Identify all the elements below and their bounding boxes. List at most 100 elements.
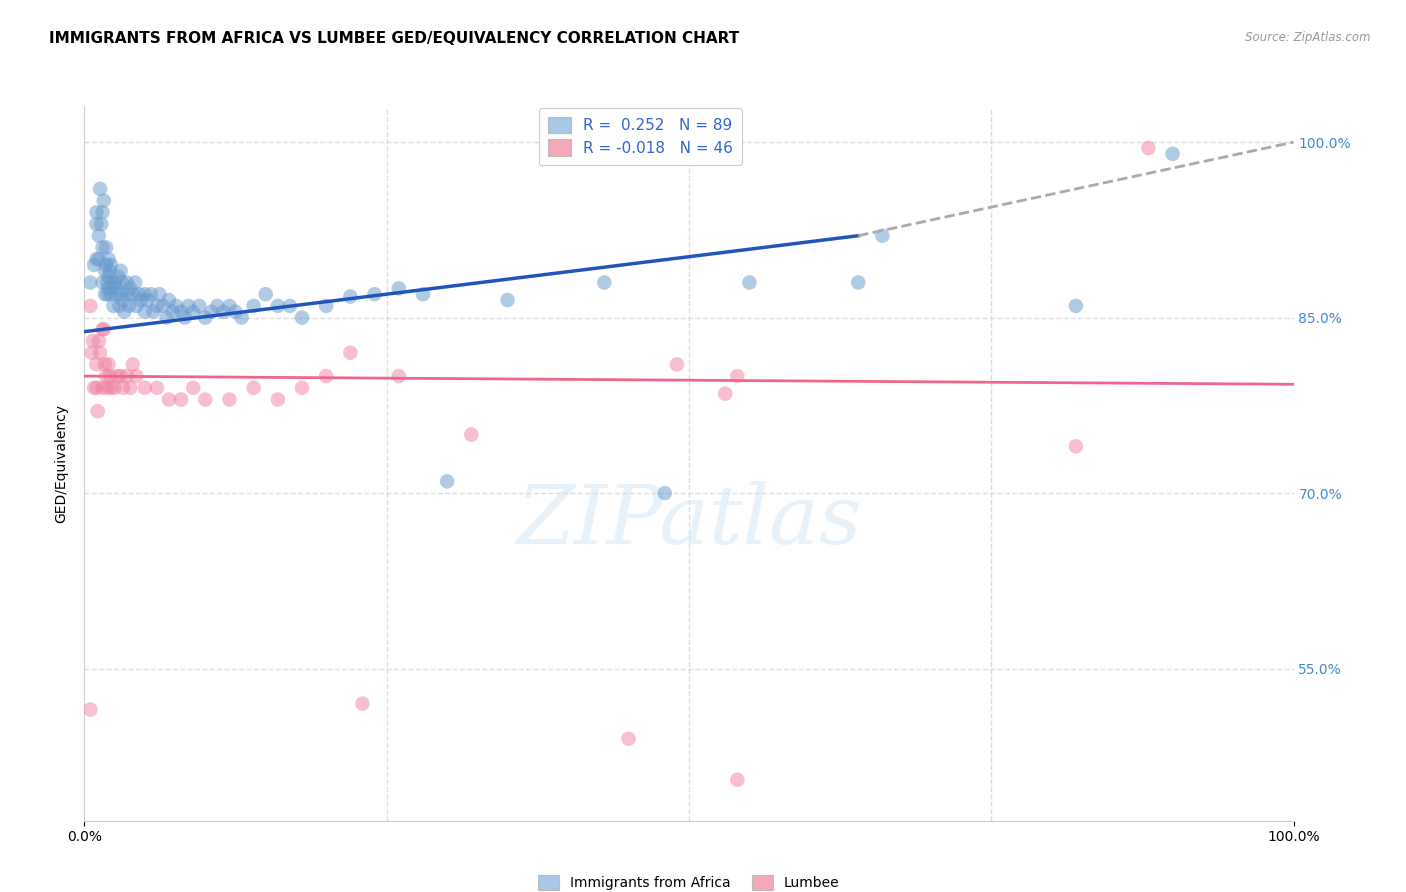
Point xyxy=(100,381,122,395)
Point xyxy=(94,240,117,254)
Point xyxy=(155,310,177,325)
Point xyxy=(460,427,482,442)
Point xyxy=(125,369,148,384)
Text: IMMIGRANTS FROM AFRICA VS LUMBEE GED/EQUIVALENCY CORRELATION CHART: IMMIGRANTS FROM AFRICA VS LUMBEE GED/EQU… xyxy=(49,31,740,46)
Point xyxy=(86,404,108,418)
Point xyxy=(94,358,117,372)
Point xyxy=(111,276,134,290)
Point xyxy=(83,258,105,272)
Point xyxy=(83,381,105,395)
Point xyxy=(96,276,118,290)
Point xyxy=(436,475,458,489)
Point xyxy=(120,281,142,295)
Point xyxy=(117,287,139,301)
Point xyxy=(339,289,361,303)
Point xyxy=(96,287,118,301)
Point xyxy=(315,369,337,384)
Point xyxy=(112,293,135,307)
Point xyxy=(363,287,385,301)
Point xyxy=(412,287,434,301)
Point xyxy=(242,381,264,395)
Point xyxy=(654,486,676,500)
Point xyxy=(134,381,156,395)
Point xyxy=(98,264,121,278)
Point xyxy=(200,305,222,319)
Point xyxy=(267,299,290,313)
Point xyxy=(112,305,135,319)
Point xyxy=(86,381,108,395)
Point xyxy=(110,264,132,278)
Point xyxy=(107,269,129,284)
Text: ZIPatlas: ZIPatlas xyxy=(516,481,862,561)
Point xyxy=(91,205,114,219)
Point xyxy=(93,322,115,336)
Point xyxy=(134,287,156,301)
Point xyxy=(82,334,104,348)
Point xyxy=(846,276,869,290)
Point xyxy=(125,299,148,313)
Point xyxy=(89,182,111,196)
Point xyxy=(267,392,290,407)
Point xyxy=(90,217,112,231)
Point xyxy=(100,287,122,301)
Point xyxy=(225,305,247,319)
Point xyxy=(496,293,519,307)
Point xyxy=(352,697,374,711)
Point xyxy=(1137,141,1160,155)
Point xyxy=(86,217,108,231)
Point xyxy=(315,299,337,313)
Point xyxy=(94,287,117,301)
Point xyxy=(103,299,125,313)
Point xyxy=(665,358,688,372)
Point xyxy=(388,281,411,295)
Point xyxy=(110,369,132,384)
Point xyxy=(120,381,142,395)
Point xyxy=(101,276,124,290)
Point xyxy=(100,258,122,272)
Point xyxy=(96,381,118,395)
Point xyxy=(173,310,195,325)
Point xyxy=(194,392,217,407)
Point xyxy=(86,205,108,219)
Point xyxy=(725,772,748,787)
Point xyxy=(79,702,101,716)
Point xyxy=(128,287,150,301)
Point xyxy=(98,369,121,384)
Point xyxy=(242,299,264,313)
Point xyxy=(104,381,127,395)
Point xyxy=(80,345,103,359)
Point xyxy=(1161,146,1184,161)
Point xyxy=(218,299,240,313)
Point xyxy=(124,276,146,290)
Point xyxy=(79,276,101,290)
Point xyxy=(110,287,132,301)
Point xyxy=(181,381,204,395)
Point xyxy=(148,287,170,301)
Point xyxy=(89,345,111,359)
Point xyxy=(94,369,117,384)
Point xyxy=(139,287,162,301)
Point xyxy=(97,269,120,284)
Point xyxy=(207,299,229,313)
Point xyxy=(152,299,174,313)
Point xyxy=(212,305,235,319)
Point xyxy=(97,281,120,295)
Point xyxy=(1064,299,1087,313)
Point xyxy=(115,369,138,384)
Legend: Immigrants from Africa, Lumbee: Immigrants from Africa, Lumbee xyxy=(533,870,845,892)
Point xyxy=(121,287,143,301)
Point xyxy=(91,322,114,336)
Point xyxy=(104,276,127,290)
Point xyxy=(112,381,135,395)
Point xyxy=(231,310,253,325)
Point xyxy=(725,369,748,384)
Point xyxy=(86,252,108,266)
Point xyxy=(291,381,314,395)
Point xyxy=(91,381,114,395)
Point xyxy=(118,299,141,313)
Point xyxy=(91,276,114,290)
Point xyxy=(129,293,152,307)
Text: Source: ZipAtlas.com: Source: ZipAtlas.com xyxy=(1246,31,1371,45)
Point xyxy=(94,258,117,272)
Point xyxy=(188,299,211,313)
